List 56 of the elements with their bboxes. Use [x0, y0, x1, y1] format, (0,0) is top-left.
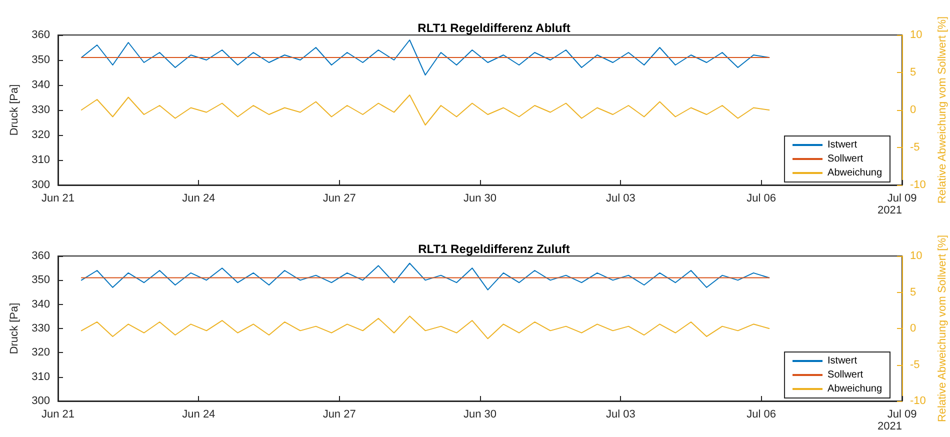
y2-tick-label: 5 — [910, 286, 916, 298]
text: 2021 — [878, 204, 902, 216]
y-tick-label: 320 — [32, 346, 50, 359]
line-series — [80, 262, 770, 290]
y-axis-title: Druck [Pa] — [8, 302, 20, 354]
legend-label: Istwert — [828, 356, 858, 366]
legend-label: Istwert — [828, 140, 858, 150]
x-tick-label: Jul 06 — [746, 192, 776, 204]
y2-tick-label: 10 — [910, 250, 922, 262]
y-axis-title: Druck [Pa] — [8, 84, 20, 136]
y-tick-label: 360 — [32, 29, 50, 41]
x-tick-label: Jun 27 — [322, 192, 356, 204]
x-tick-label: Jul 03 — [606, 192, 636, 204]
x-tick-label: Jun 21 — [41, 408, 75, 420]
y2-axis-title: Relative Abweichung vom Sollwert [%] — [936, 16, 948, 204]
y-tick-label: 350 — [32, 274, 50, 286]
x-tick-label: Jul 06 — [746, 408, 776, 420]
y-tick-label: 320 — [32, 129, 50, 141]
y2-tick-label: -10 — [910, 395, 926, 407]
legend-label: Abweichung — [828, 384, 882, 394]
y-tick-label: 300 — [32, 395, 50, 407]
x-tick-label: Jun 24 — [182, 192, 216, 204]
y2-tick-label: -5 — [910, 358, 920, 371]
y2-tick-label: 0 — [910, 104, 916, 116]
x-tick-label: Jun 30 — [463, 192, 497, 204]
legend-label: Sollwert — [828, 370, 864, 380]
y-tick-label: 340 — [32, 79, 50, 91]
x-tick-label: Jun 21 — [41, 192, 75, 204]
y-tick-label: 350 — [32, 54, 50, 66]
y2-tick-label: -10 — [910, 179, 926, 191]
y2-tick-label: -5 — [910, 142, 920, 154]
y2-axis-title: Relative Abweichung vom Sollwert [%] — [936, 234, 948, 422]
legend-label: Abweichung — [828, 168, 882, 178]
y-tick-label: 330 — [32, 322, 50, 334]
chart-title: RLT1 Regeldifferenz Zuluft — [418, 242, 570, 256]
x-tick-label: Jul 09 — [887, 192, 917, 204]
x-tick-label: Jun 24 — [182, 408, 216, 420]
line-series — [80, 316, 770, 340]
y-tick-label: 300 — [32, 179, 50, 191]
y2-tick-label: 10 — [910, 29, 922, 41]
y-tick-label: 340 — [32, 298, 50, 310]
y-tick-label: 360 — [32, 250, 50, 262]
x-tick-label: Jun 27 — [322, 408, 356, 420]
line-series — [80, 94, 770, 126]
y-tick-label: 310 — [32, 154, 50, 166]
line-series — [80, 40, 770, 76]
y-tick-label: 310 — [32, 370, 50, 383]
y2-tick-label: 5 — [910, 66, 916, 78]
y2-tick-label: 0 — [910, 322, 916, 334]
y-tick-label: 330 — [32, 104, 50, 116]
x-tick-label: Jul 09 — [887, 408, 917, 420]
chart-title: RLT1 Regeldifferenz Abluft — [418, 21, 570, 35]
legend-label: Sollwert — [828, 154, 864, 164]
x-tick-label: Jul 03 — [606, 408, 636, 420]
text: 2021 — [878, 420, 902, 432]
x-tick-label: Jun 30 — [463, 408, 497, 420]
